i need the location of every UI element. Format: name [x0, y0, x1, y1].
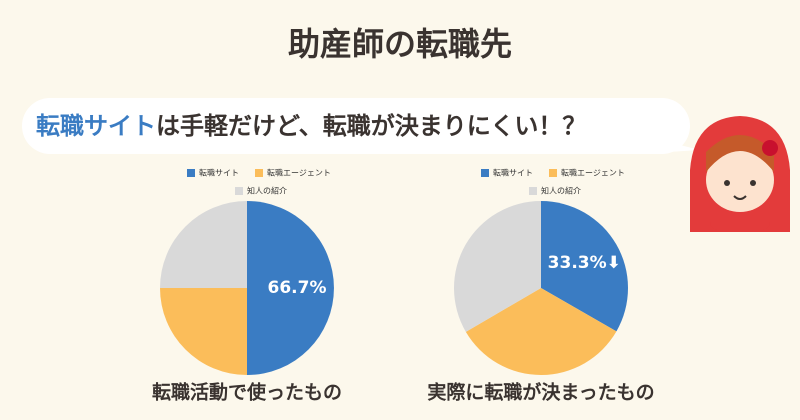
legend-swatch: [235, 187, 243, 195]
pie-slice: [160, 201, 247, 288]
speech-bubble: [22, 98, 690, 154]
bubble-text: 転職サイトは手軽だけど、転職が決まりにくい！？: [36, 112, 586, 140]
pie-slice: [160, 288, 247, 375]
legend-label: 知人の紹介: [541, 186, 581, 196]
bubble-highlight: 転職サイト: [36, 112, 156, 140]
legend-swatch: [187, 169, 195, 177]
slice-annotation: 66.7%: [268, 278, 327, 298]
legend-swatch: [549, 169, 557, 177]
pie-slice: [454, 201, 541, 332]
page-title: 助産師の転職先: [288, 25, 512, 63]
bubble-rest: は手軽だけど、転職が決まりにくい！？: [156, 112, 586, 140]
character: [690, 116, 790, 232]
slice-annotation: 33.3%⬇: [548, 253, 621, 273]
legend-swatch: [481, 169, 489, 177]
legend-label: 転職エージェント: [267, 169, 331, 178]
legend-swatch: [255, 169, 263, 177]
pie-slice: [541, 201, 628, 332]
chart-caption: 転職活動で使ったもの: [152, 381, 342, 404]
legend-label: 転職サイト: [493, 169, 533, 178]
chart-caption: 実際に転職が決まったもの: [427, 381, 654, 404]
pie-slice: [247, 201, 334, 375]
legend-label: 転職エージェント: [561, 169, 625, 178]
legend-label: 転職サイト: [199, 169, 239, 178]
legend-label: 知人の紹介: [247, 186, 287, 196]
bubble-tail: [660, 140, 700, 152]
pie-slice: [465, 288, 617, 375]
legend-swatch: [529, 187, 537, 195]
